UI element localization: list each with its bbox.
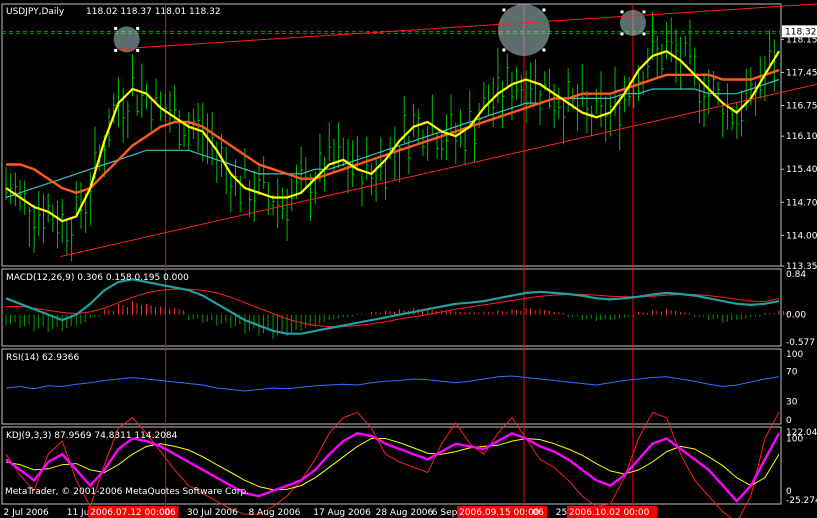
copyright-label: MetaTrader, © 2001-2006 MetaQuotes Softw… <box>5 487 249 497</box>
circle-handle-1-1 <box>542 8 546 12</box>
circle-handle-1-3 <box>542 48 546 52</box>
rsi-tick-label-2: 30 <box>786 398 798 408</box>
trendline-lower <box>60 83 817 258</box>
ma-slow-line <box>6 68 780 195</box>
ohlc-label: 118.02 118.37 118.01 118.32 <box>86 7 221 17</box>
highlight-circle-1 <box>497 3 550 56</box>
circle-handle-0-1 <box>136 26 140 30</box>
main-tick-label-7: 113.35 <box>786 262 817 272</box>
panel-macd <box>1 268 782 347</box>
x-label-12: 2006.10.02 00:00 <box>569 508 650 518</box>
current-price-text: 118.32 <box>785 27 817 37</box>
kd-tick-label-2: 0 <box>786 487 792 497</box>
x-label-7: 28 Aug 2006 <box>376 508 434 518</box>
kd-label: KDJ(9,3,3) 87.9569 74.8311 114.2084 <box>6 431 178 441</box>
circle-handle-2-2 <box>620 32 624 36</box>
x-label-4: 30 Jul 2006 <box>187 508 238 518</box>
panel-main <box>1 3 782 267</box>
x-label-5: 8 Aug 2006 <box>248 508 300 518</box>
rsi-label: RSI(14) 62.9366 <box>6 353 79 363</box>
circle-handle-0-2 <box>114 48 118 52</box>
main-tick-label-1: 117.45 <box>786 68 817 78</box>
panel-rsi <box>1 348 782 425</box>
circle-handle-1-2 <box>502 48 506 52</box>
x-label-11: 25 <box>556 508 567 518</box>
x-label-bg-2 <box>88 506 179 518</box>
kd-tick-label-3: -25.274 <box>786 496 817 506</box>
kd-k-line <box>5 431 781 503</box>
main-tick-label-2: 116.75 <box>786 101 817 111</box>
circle-handle-1-0 <box>502 8 506 12</box>
rsi-line <box>5 375 780 392</box>
rsi-tick-label-0: 100 <box>786 350 803 360</box>
x-label-3: 06 <box>164 508 176 518</box>
macd-tick-label-1: 0.00 <box>786 311 806 321</box>
rsi-tick-label-3: 0 <box>786 416 792 426</box>
current-price-badge <box>782 25 817 38</box>
macd-tick-label-0: 0.84 <box>786 270 806 280</box>
circle-handle-2-0 <box>620 10 624 14</box>
x-label-0: 2 Jul 2006 <box>4 508 49 518</box>
x-label-1: 11 Jul <box>67 508 92 518</box>
rsi-tick-label-1: 70 <box>786 368 798 378</box>
highlight-circle-0 <box>113 26 140 53</box>
symbol-label: USDJPY,Daily <box>6 7 65 17</box>
ma-fast-line <box>5 49 780 223</box>
kd-j-line <box>5 411 780 518</box>
circle-handle-0-0 <box>114 26 118 30</box>
ma-mid-line <box>5 78 780 199</box>
panel-kd <box>1 426 782 505</box>
circle-handle-2-3 <box>642 32 646 36</box>
macd-signal-line <box>6 288 780 328</box>
main-tick-label-6: 114.00 <box>786 231 817 241</box>
circle-handle-0-3 <box>136 48 140 52</box>
circle-handle-2-1 <box>642 10 646 14</box>
kd-tick-label-0: 122.046 <box>786 428 817 438</box>
x-label-bg-12 <box>567 506 658 518</box>
x-label-6: 17 Aug 2006 <box>313 508 371 518</box>
x-label-10: 06 <box>532 508 544 518</box>
x-label-8: 6 Sep <box>432 508 458 518</box>
main-tick-label-4: 115.40 <box>786 165 817 175</box>
main-tick-label-3: 116.10 <box>786 132 817 142</box>
macd-main-line <box>5 278 780 335</box>
x-label-9: 2006.09.15 00:00 <box>459 508 540 518</box>
macd-label: MACD(12,26,9) 0.306 0.158 0.195 0.000 <box>6 273 189 283</box>
x-label-bg-9 <box>457 506 548 518</box>
macd-tick-label-2: -0.577 <box>786 338 815 348</box>
main-tick-label-0: 118.15 <box>786 35 817 45</box>
highlight-circle-2 <box>619 9 646 36</box>
main-tick-label-5: 114.70 <box>786 198 817 208</box>
kd-tick-label-1: 100 <box>786 435 803 445</box>
trendline-upper <box>118 3 817 50</box>
x-label-2: 2006.07.12 00:00 <box>90 508 171 518</box>
kd-d-line <box>5 437 780 491</box>
